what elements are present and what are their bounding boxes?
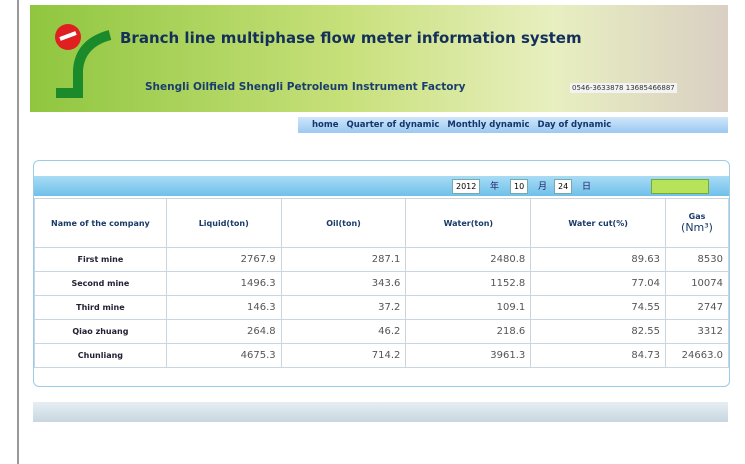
nav: home Quarter of dynamic Monthly dynamic Day… [298,117,728,133]
footer-bar [33,402,728,422]
company-name: First mine [35,248,167,272]
unit: 日 [582,179,591,192]
cell: 3961.3 [406,344,531,368]
company-name: Second mine [35,272,167,296]
gas-unit: (Nm³) [671,221,723,234]
cell: 24663.0 [666,344,729,368]
cell: 37.2 [281,296,406,320]
cell: 77.04 [531,272,666,296]
banner: Branch line multiphase flow meter inform… [30,5,728,112]
border [17,0,19,464]
cell: 4675.3 [166,344,281,368]
cell: 343.6 [281,272,406,296]
cell: 109.1 [406,296,531,320]
cell: 1152.8 [406,272,531,296]
column-header: Gas(Nm³) [666,199,729,248]
cell: 3312 [666,320,729,344]
column-header: Water(ton) [406,199,531,248]
company-name: Chunliang [35,344,167,368]
column-header: Oil(ton) [281,199,406,248]
cell: 2767.9 [166,248,281,272]
column-header: Liquid(ton) [166,199,281,248]
cell: 287.1 [281,248,406,272]
cell: 89.63 [531,248,666,272]
unit: 年 [490,179,499,192]
nav-link[interactable]: Quarter of dynamic [347,120,440,130]
cell: 2747 [666,296,729,320]
column-header: Name of the company [35,199,167,248]
page: Branch line multiphase flow meter inform… [0,0,745,464]
nav-link[interactable]: Day of dynamic [538,120,612,130]
day-select[interactable]: 24 [554,179,572,194]
company-name: Third mine [35,296,167,320]
cell: 74.55 [531,296,666,320]
month-select[interactable]: 10 [510,179,528,194]
nav-link[interactable]: Monthly dynamic [447,120,529,130]
cell: 8530 [666,248,729,272]
logo [40,15,130,105]
column-header: Water cut(%) [531,199,666,248]
nav-link[interactable]: home [312,120,339,130]
cell: 714.2 [281,344,406,368]
subtitle: Shengli Oilfield Shengli Petroleum Instr… [145,81,465,93]
company-name: Qiao zhuang [35,320,167,344]
cell: 84.73 [531,344,666,368]
title: Branch line multiphase flow meter inform… [120,29,582,47]
phone: 0546-3633878 13685466887 [570,83,677,93]
cell: 1496.3 [166,272,281,296]
unit: 月 [538,179,547,192]
cell: 82.55 [531,320,666,344]
cell: 46.2 [281,320,406,344]
cell: 218.6 [406,320,531,344]
cell: 10074 [666,272,729,296]
cell: 264.8 [166,320,281,344]
query-button[interactable] [651,179,709,194]
cell: 2480.8 [406,248,531,272]
toolbar: 2012 年 10 月 24 日 [34,176,729,196]
cell: 146.3 [166,296,281,320]
year-select[interactable]: 2012 [452,179,480,194]
